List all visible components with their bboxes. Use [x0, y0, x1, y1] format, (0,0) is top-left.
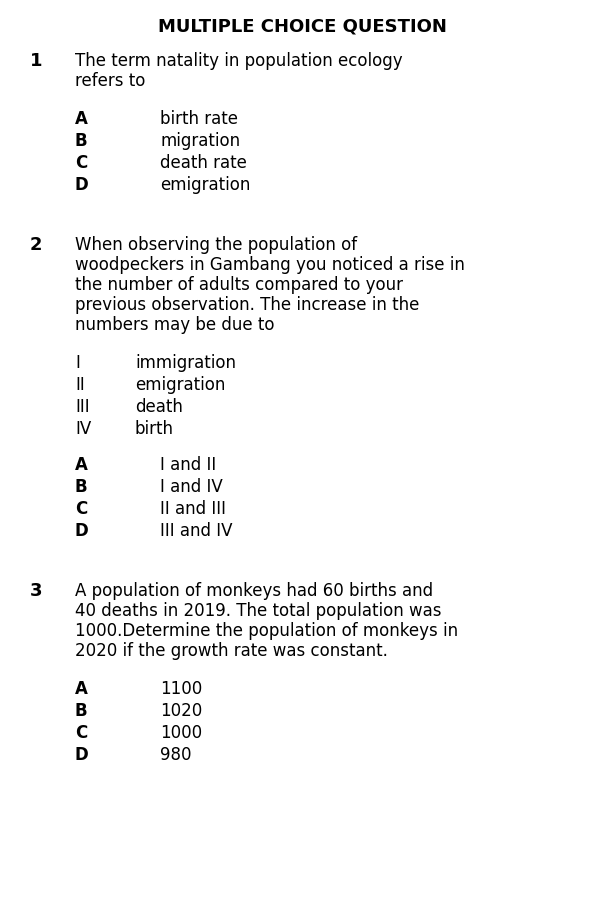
Text: A: A: [75, 680, 88, 698]
Text: The term natality in population ecology: The term natality in population ecology: [75, 52, 403, 70]
Text: 1: 1: [30, 52, 42, 70]
Text: II: II: [75, 376, 85, 394]
Text: 2020 if the growth rate was constant.: 2020 if the growth rate was constant.: [75, 642, 388, 660]
Text: D: D: [75, 176, 89, 194]
Text: migration: migration: [160, 132, 240, 150]
Text: II and III: II and III: [160, 500, 226, 518]
Text: III and IV: III and IV: [160, 522, 233, 540]
Text: birth rate: birth rate: [160, 110, 238, 128]
Text: the number of adults compared to your: the number of adults compared to your: [75, 276, 403, 294]
Text: A: A: [75, 110, 88, 128]
Text: numbers may be due to: numbers may be due to: [75, 316, 274, 334]
Text: woodpeckers in Gambang you noticed a rise in: woodpeckers in Gambang you noticed a ris…: [75, 256, 465, 274]
Text: C: C: [75, 154, 87, 172]
Text: emigration: emigration: [135, 376, 225, 394]
Text: 980: 980: [160, 746, 191, 764]
Text: I: I: [75, 354, 80, 372]
Text: birth: birth: [135, 420, 174, 438]
Text: 1020: 1020: [160, 702, 202, 720]
Text: When observing the population of: When observing the population of: [75, 236, 357, 254]
Text: I and IV: I and IV: [160, 478, 223, 496]
Text: refers to: refers to: [75, 72, 146, 90]
Text: 3: 3: [30, 582, 42, 600]
Text: 2: 2: [30, 236, 42, 254]
Text: MULTIPLE CHOICE QUESTION: MULTIPLE CHOICE QUESTION: [158, 18, 446, 36]
Text: 1000.Determine the population of monkeys in: 1000.Determine the population of monkeys…: [75, 622, 458, 640]
Text: I and II: I and II: [160, 456, 216, 474]
Text: 1000: 1000: [160, 724, 202, 742]
Text: B: B: [75, 702, 88, 720]
Text: death: death: [135, 398, 183, 416]
Text: previous observation. The increase in the: previous observation. The increase in th…: [75, 296, 419, 314]
Text: 40 deaths in 2019. The total population was: 40 deaths in 2019. The total population …: [75, 602, 442, 620]
Text: B: B: [75, 132, 88, 150]
Text: A population of monkeys had 60 births and: A population of monkeys had 60 births an…: [75, 582, 433, 600]
Text: IV: IV: [75, 420, 91, 438]
Text: B: B: [75, 478, 88, 496]
Text: D: D: [75, 746, 89, 764]
Text: death rate: death rate: [160, 154, 247, 172]
Text: C: C: [75, 500, 87, 518]
Text: immigration: immigration: [135, 354, 236, 372]
Text: 1100: 1100: [160, 680, 202, 698]
Text: III: III: [75, 398, 89, 416]
Text: emigration: emigration: [160, 176, 251, 194]
Text: C: C: [75, 724, 87, 742]
Text: D: D: [75, 522, 89, 540]
Text: A: A: [75, 456, 88, 474]
